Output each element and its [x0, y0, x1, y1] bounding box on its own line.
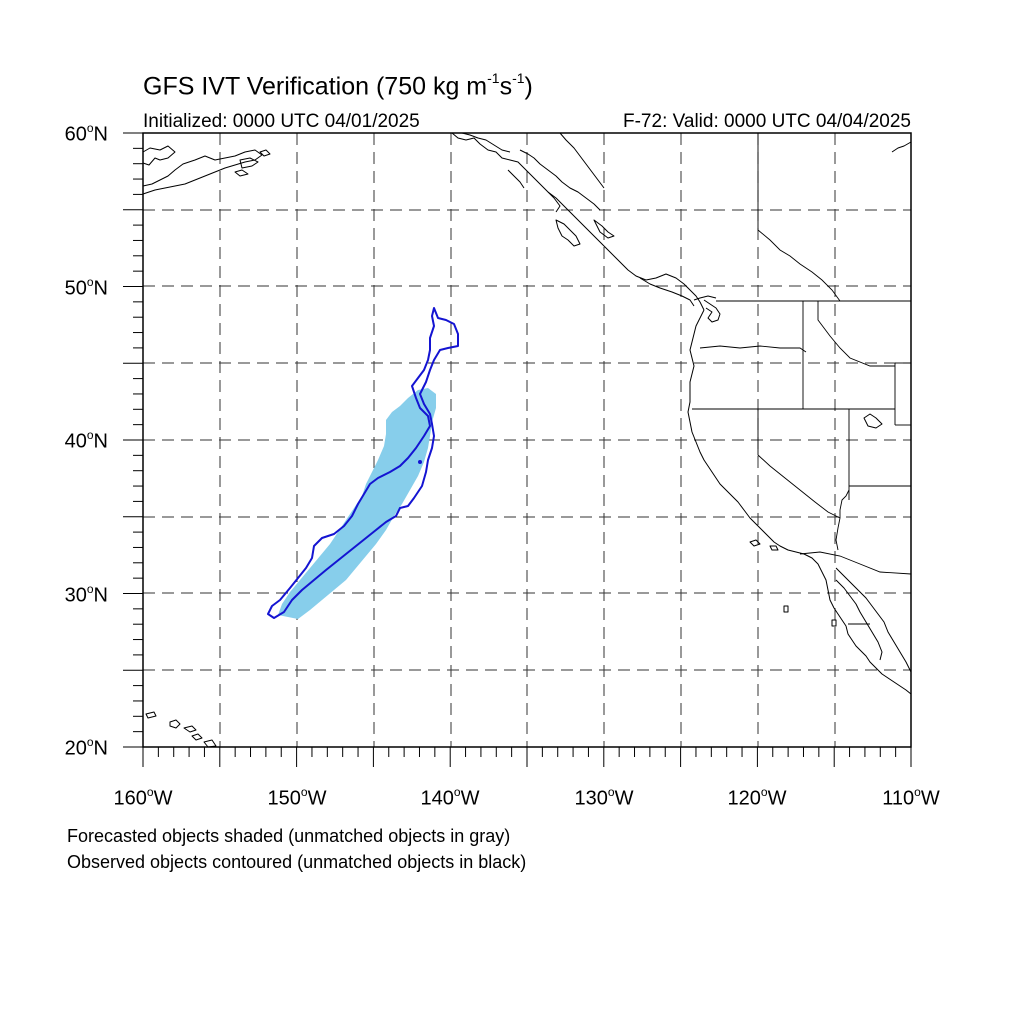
map-title: GFS IVT Verification (750 kg m-1s-1): [143, 70, 533, 101]
initialized-time: Initialized: 0000 UTC 04/01/2025: [143, 111, 420, 132]
forecast-ivt-object: [278, 388, 436, 619]
coastlines: [142, 132, 912, 748]
forecast-legend-note: Forecasted objects shaded (unmatched obj…: [67, 826, 511, 846]
observed-legend-note: Observed objects contoured (unmatched ob…: [67, 852, 527, 872]
observed-ivt-dot: [418, 460, 422, 464]
lon-label-160w: 160oW: [113, 785, 173, 810]
lat-label-50n: 50oN: [64, 275, 108, 300]
lat-label-20n: 20oN: [64, 735, 108, 760]
axis-ticks: [123, 132, 912, 767]
map-frame: [142, 132, 912, 748]
lon-label-120w: 120oW: [727, 785, 787, 810]
lon-label-110w: 110oW: [882, 785, 940, 810]
lat-label-40n: 40oN: [64, 428, 108, 453]
dashed-grid: [143, 133, 911, 747]
observed-ivt-contour: [267, 307, 459, 619]
lat-label-30n: 30oN: [64, 582, 108, 607]
valid-time: F-72: Valid: 0000 UTC 04/04/2025: [623, 111, 911, 132]
lat-label-60n: 60oN: [64, 121, 108, 146]
lon-label-140w: 140oW: [420, 785, 480, 810]
lon-label-150w: 150oW: [267, 785, 327, 810]
political-borders: [692, 133, 912, 625]
lon-label-130w: 130oW: [574, 785, 634, 810]
